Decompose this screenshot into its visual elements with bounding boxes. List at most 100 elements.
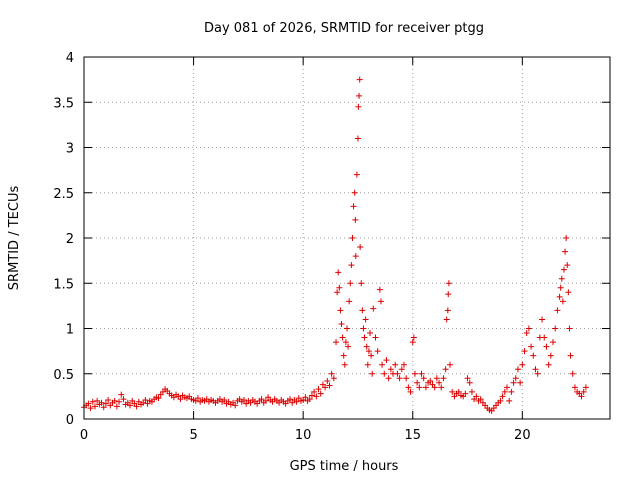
y-tick-label: 2 bbox=[66, 232, 74, 247]
data-point bbox=[510, 379, 517, 386]
x-tick-label: 20 bbox=[514, 428, 531, 443]
data-points bbox=[81, 76, 589, 414]
data-point bbox=[383, 357, 390, 364]
data-point bbox=[506, 397, 513, 404]
chart-title: Day 081 of 2026, SRMTID for receiver ptg… bbox=[204, 21, 484, 36]
data-point bbox=[400, 361, 407, 368]
data-point bbox=[315, 386, 322, 393]
data-point bbox=[420, 375, 427, 382]
data-point bbox=[407, 388, 414, 395]
plot-frame bbox=[83, 56, 611, 420]
data-point bbox=[100, 404, 107, 411]
data-point bbox=[232, 402, 239, 409]
y-tick-label: 1 bbox=[66, 323, 74, 338]
data-point bbox=[194, 395, 201, 402]
data-point bbox=[354, 135, 361, 142]
data-point bbox=[118, 391, 125, 398]
data-point bbox=[416, 384, 423, 391]
data-point bbox=[550, 339, 557, 346]
data-point bbox=[410, 334, 417, 341]
data-point bbox=[385, 375, 392, 382]
data-point bbox=[85, 400, 92, 407]
data-point bbox=[352, 253, 359, 260]
data-point bbox=[364, 361, 371, 368]
data-point bbox=[571, 384, 578, 391]
data-point bbox=[578, 393, 585, 400]
data-point bbox=[365, 348, 372, 355]
data-point bbox=[362, 316, 369, 323]
data-point bbox=[94, 397, 101, 404]
data-point bbox=[356, 76, 363, 83]
data-point bbox=[473, 393, 480, 400]
data-point bbox=[523, 330, 530, 337]
data-point bbox=[466, 379, 473, 386]
data-point bbox=[521, 348, 528, 355]
data-point bbox=[133, 403, 140, 410]
data-point bbox=[409, 339, 416, 346]
data-point bbox=[347, 280, 354, 287]
data-point bbox=[335, 269, 342, 276]
data-point bbox=[333, 339, 340, 346]
data-point bbox=[361, 334, 368, 341]
data-point bbox=[349, 235, 356, 241]
data-point bbox=[326, 382, 333, 389]
data-point bbox=[116, 398, 123, 405]
data-point bbox=[497, 397, 504, 404]
data-point bbox=[567, 352, 574, 359]
data-point bbox=[368, 352, 375, 359]
data-point bbox=[381, 370, 388, 377]
data-point bbox=[530, 352, 537, 359]
data-point bbox=[552, 325, 559, 332]
data-point bbox=[431, 384, 438, 391]
data-point bbox=[477, 396, 484, 403]
y-tick-label: 1.5 bbox=[53, 277, 74, 292]
data-point bbox=[379, 361, 386, 368]
data-point bbox=[369, 370, 376, 377]
data-point bbox=[352, 216, 359, 223]
data-point bbox=[556, 293, 563, 300]
data-point bbox=[557, 284, 564, 291]
x-tick-label: 5 bbox=[189, 428, 197, 443]
data-point bbox=[322, 384, 329, 391]
data-point bbox=[334, 289, 341, 296]
y-axis-label: SRMTID / TECUs bbox=[7, 186, 22, 291]
data-point bbox=[562, 248, 569, 255]
data-point bbox=[87, 405, 94, 412]
data-point bbox=[563, 235, 570, 241]
data-point bbox=[102, 400, 109, 407]
data-point bbox=[534, 370, 541, 377]
data-point bbox=[519, 361, 526, 368]
data-point bbox=[372, 334, 379, 341]
data-point bbox=[440, 375, 447, 382]
data-point bbox=[396, 375, 403, 382]
data-point bbox=[367, 330, 374, 337]
data-point bbox=[512, 375, 519, 382]
data-point bbox=[324, 377, 331, 384]
data-point bbox=[442, 366, 449, 373]
data-point bbox=[342, 339, 349, 346]
data-point bbox=[545, 361, 552, 368]
data-point bbox=[558, 275, 565, 282]
data-point bbox=[330, 375, 337, 382]
data-point bbox=[427, 377, 434, 384]
data-point bbox=[433, 375, 440, 382]
data-point bbox=[554, 307, 561, 314]
data-point bbox=[582, 384, 589, 391]
data-point bbox=[360, 325, 367, 332]
x-axis-label: GPS time / hours bbox=[290, 459, 399, 474]
data-point bbox=[311, 388, 318, 395]
data-point bbox=[351, 189, 358, 196]
data-point bbox=[422, 384, 429, 391]
data-point bbox=[447, 361, 454, 368]
data-point bbox=[339, 334, 346, 341]
y-tick-label: 3 bbox=[66, 142, 74, 157]
data-point bbox=[564, 262, 571, 269]
data-point bbox=[328, 370, 335, 377]
data-point bbox=[508, 388, 515, 395]
data-point bbox=[356, 92, 363, 99]
data-point bbox=[98, 399, 105, 406]
data-point bbox=[346, 298, 353, 305]
data-point bbox=[221, 396, 228, 403]
data-point bbox=[120, 396, 127, 403]
